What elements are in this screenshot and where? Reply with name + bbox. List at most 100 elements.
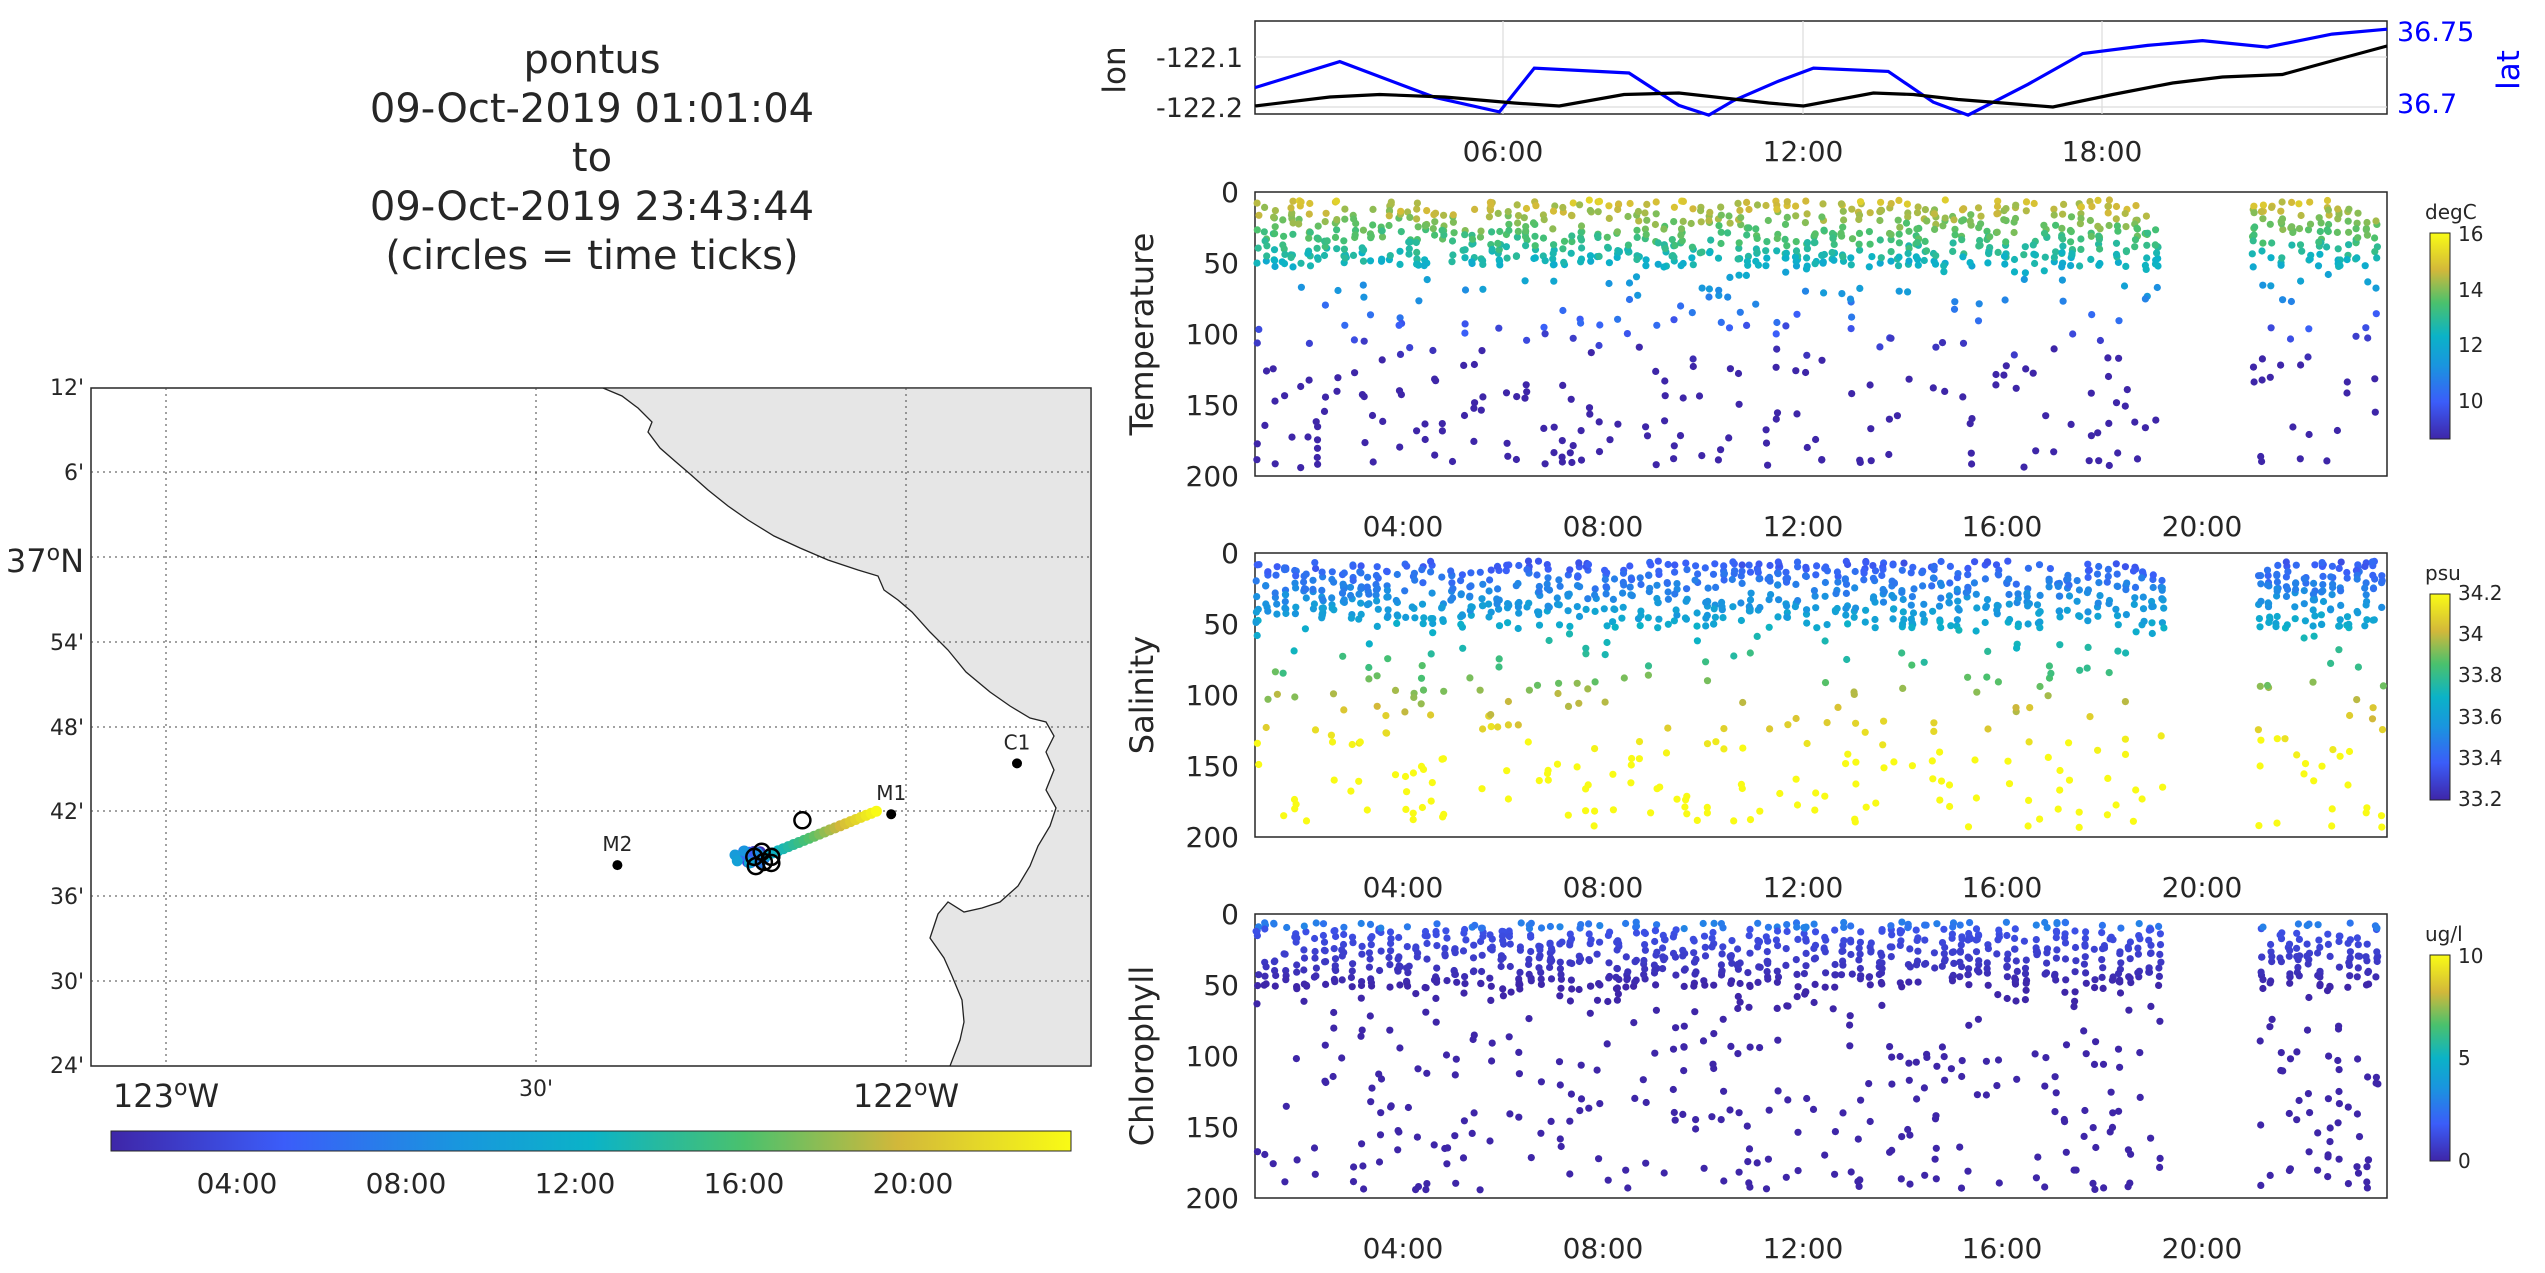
chlorophyll-point [2022, 986, 2030, 994]
temperature-point [1705, 293, 1713, 301]
salinity-point [1783, 613, 1791, 621]
temperature-point [2121, 402, 2129, 410]
chlorophyll-point [1535, 964, 1543, 972]
chlorophyll-point [1577, 921, 1585, 929]
chlorophyll-point [2098, 921, 2106, 930]
chlorophyll-point [1772, 936, 1780, 944]
temperature-point [1818, 213, 1826, 221]
chlorophyll-point [1451, 946, 1459, 954]
temperature-point [1687, 219, 1695, 228]
salinity-point [1373, 597, 1381, 605]
salinity-point [2291, 603, 2299, 611]
chlorophyll-point [2306, 1109, 2314, 1117]
chlorophyll-point [2116, 1063, 2124, 1071]
temperature-point [1830, 256, 1838, 264]
chlorophyll-point [2042, 969, 2051, 977]
chlorophyll-point [1652, 1006, 1660, 1014]
temperature-point [2120, 282, 2129, 290]
chlorophyll-point [1965, 1021, 1973, 1029]
temperature-point [1792, 247, 1801, 255]
salinity-point [1712, 738, 1720, 746]
salinity-point [1766, 725, 1774, 733]
salinity-point [1355, 777, 1363, 785]
temperature-point [1405, 238, 1413, 246]
chlorophyll-point [1606, 928, 1614, 936]
temperature-point [1431, 375, 1439, 383]
temperature-point [1288, 433, 1296, 441]
salinity-point [1280, 564, 1289, 572]
temperature-point [1513, 233, 1521, 241]
station-label: C1 [1004, 730, 1031, 754]
temperature-point [2087, 432, 2095, 440]
chlorophyll-point [1746, 1043, 1754, 1051]
salinity-point [1704, 584, 1712, 592]
chlorophyll-point [1641, 965, 1649, 973]
temp-ytick-100: 100 [1186, 318, 1239, 351]
chlorophyll-point [1913, 961, 1921, 969]
temperature-point [2266, 220, 2274, 228]
temperature-point [1523, 388, 1531, 396]
temperature-point [1717, 211, 1725, 219]
salinity-point [2148, 629, 2156, 638]
chlorophyll-point [1360, 1185, 1368, 1193]
temperature-point [1803, 351, 1811, 359]
lat-tick-36: 36' [50, 885, 84, 910]
temperature-point [1743, 198, 1751, 206]
salinity-point [1719, 614, 1727, 622]
salinity-point [1811, 806, 1819, 814]
salinity-point [1417, 700, 1425, 708]
chlorophyll-point [1995, 933, 2003, 941]
temperature-point [1985, 249, 1993, 257]
salinity-point [2255, 572, 2263, 580]
chlorophyll-point [1994, 1056, 2003, 1064]
chlorophyll-point [1784, 1002, 1792, 1010]
salinity-point [1655, 567, 1663, 575]
temperature-point [1605, 202, 1613, 210]
chlorophyll-point [1811, 941, 1820, 949]
temperature-point [2142, 265, 2150, 273]
salinity-point [2014, 590, 2022, 598]
temperature-point [2315, 238, 2323, 246]
salinity-point [2095, 562, 2103, 571]
chlorophyll-point [1938, 962, 1946, 970]
temperature-point [2343, 389, 2351, 397]
temperature-point [2020, 275, 2028, 283]
temperature-point [1994, 248, 2002, 256]
sal-xtick-0400: 04:00 [1363, 871, 1444, 904]
chlorophyll-point [1857, 972, 1865, 980]
lon-axis-ticks: -122.1 -122.2 [1156, 43, 1243, 124]
salinity-point [1645, 571, 1653, 580]
chlorophyll-point [2354, 1055, 2362, 1063]
chlorophyll-point [1613, 964, 1621, 973]
salinity-point [1544, 602, 1552, 610]
temperature-point [1792, 367, 1800, 375]
salinity-point [1782, 568, 1790, 576]
temperature-point [1905, 257, 1913, 265]
temperature-point [2112, 202, 2121, 211]
chlorophyll-point [1300, 954, 1309, 962]
chlorophyll-point [1330, 927, 1338, 935]
chlorophyll-point [2304, 960, 2312, 968]
chlorophyll-point [2286, 946, 2294, 955]
chlorophyll-point [1291, 933, 1299, 941]
temperature-point [2095, 457, 2103, 465]
temperature-point [2323, 196, 2332, 205]
salinity-point [2159, 596, 2167, 604]
temperature-point [1688, 309, 1696, 317]
temperature-point [2259, 215, 2267, 223]
chlorophyll-point [1593, 950, 1601, 958]
temperature-point [1735, 271, 1743, 279]
chlorophyll-point [1948, 977, 1957, 985]
chlorophyll-point [2335, 1087, 2343, 1096]
salinity-point [2256, 623, 2264, 631]
chlorophyll-point [1822, 969, 1830, 977]
chlorophyll-point [2156, 950, 2164, 959]
chlorophyll-point [1689, 935, 1697, 943]
salinity-point [1365, 675, 1373, 683]
chlorophyll-axis-label: Chlorophyll [1123, 966, 1161, 1146]
temperature-point [2286, 335, 2295, 343]
temperature-point [1643, 216, 1651, 224]
salinity-point [1793, 801, 1802, 809]
chlorophyll-point [1506, 962, 1514, 971]
temperature-point [1594, 208, 1602, 216]
